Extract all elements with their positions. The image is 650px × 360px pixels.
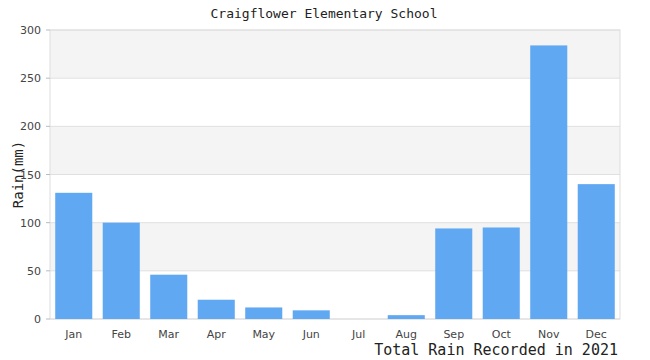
y-axis-label: Rain(mm)	[10, 141, 26, 208]
chart-container: 050100150200250300JanFebMarAprMayJunJulA…	[0, 0, 650, 360]
bar	[245, 307, 282, 319]
x-tick-label: Oct	[492, 328, 512, 341]
x-tick-label: Aug	[396, 328, 417, 341]
y-tick-label: 50	[27, 265, 41, 278]
x-tick-label: Jan	[64, 328, 82, 341]
bar	[103, 223, 140, 319]
bar	[340, 319, 377, 320]
y-tick-label: 0	[34, 313, 41, 326]
y-tick-label: 100	[20, 217, 41, 230]
x-axis-label: Total Rain Recorded in 2021	[374, 341, 618, 359]
x-tick-label: Feb	[112, 328, 131, 341]
y-tick	[46, 126, 50, 127]
bar	[530, 45, 567, 319]
x-tick-label: Mar	[158, 328, 179, 341]
bar	[293, 310, 330, 319]
bar	[578, 184, 615, 319]
bar	[435, 228, 472, 319]
y-tick-label: 250	[20, 72, 41, 85]
bar	[388, 315, 425, 319]
chart-svg: 050100150200250300JanFebMarAprMayJunJulA…	[0, 0, 650, 360]
plot-frame	[50, 30, 620, 319]
x-tick-label: May	[252, 328, 275, 341]
y-tick	[46, 30, 50, 31]
bar	[483, 227, 520, 319]
bar	[150, 275, 187, 319]
y-tick	[46, 174, 50, 175]
x-tick-label: Sep	[443, 328, 464, 341]
x-tick-label: Apr	[207, 328, 227, 341]
bar	[55, 193, 92, 319]
title: Craigflower Elementary School	[211, 6, 438, 21]
bar	[198, 300, 235, 319]
y-tick	[46, 270, 50, 271]
x-tick-label: Jun	[302, 328, 320, 341]
x-tick-label: Nov	[538, 328, 560, 341]
y-tick-label: 200	[20, 120, 41, 133]
bars	[55, 45, 615, 319]
y-tick	[46, 222, 50, 223]
y-tick	[46, 319, 50, 320]
y-tick	[46, 78, 50, 79]
x-tick-label: Jul	[351, 328, 365, 341]
y-tick-label: 300	[20, 24, 41, 37]
x-tick-label: Dec	[586, 328, 607, 341]
